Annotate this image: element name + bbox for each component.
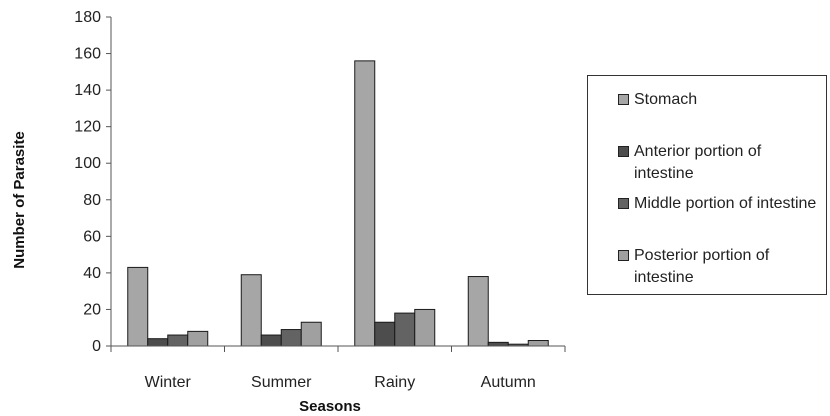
x-tick-label: Autumn xyxy=(481,374,536,391)
y-tick-label: 100 xyxy=(74,155,101,172)
x-tick-label: Winter xyxy=(145,374,192,391)
legend-label-posterior: Posterior portion of intestine xyxy=(634,247,770,286)
bar xyxy=(147,338,169,347)
y-axis-title: Number of Parasite xyxy=(11,131,28,269)
bar xyxy=(300,321,322,347)
bar xyxy=(414,308,436,347)
y-tick-label: 140 xyxy=(74,82,101,99)
x-axis-ticks: Winter Summer Rainy Autumn xyxy=(110,346,566,391)
legend-swatch-posterior xyxy=(618,250,629,261)
axes-group xyxy=(110,17,565,347)
legend-swatch-middle xyxy=(618,198,629,209)
bar xyxy=(187,330,209,347)
y-axis-ticks: 0 20 40 60 80 100 120 140 160 180 xyxy=(74,9,111,355)
legend-item-posterior: Posterior portion of intestine xyxy=(618,245,819,289)
bar xyxy=(167,334,189,347)
bar xyxy=(280,329,302,347)
bar xyxy=(527,340,549,347)
legend-swatch-anterior xyxy=(618,146,629,157)
y-tick-label: 0 xyxy=(92,338,101,355)
bar xyxy=(374,321,396,347)
legend-item-stomach: Stomach xyxy=(618,89,819,111)
x-tick-label: Rainy xyxy=(374,374,415,391)
bar xyxy=(260,334,282,347)
legend-label-anterior: Anterior portion of intestine xyxy=(634,143,762,182)
legend: Stomach Anterior portion of intestine Mi… xyxy=(587,75,827,295)
legend-label-middle: Middle portion of intestine xyxy=(634,195,817,212)
y-tick-label: 180 xyxy=(74,9,101,26)
y-tick-label: 160 xyxy=(74,46,101,63)
x-tick-label: Summer xyxy=(251,374,312,391)
legend-item-anterior: Anterior portion of intestine xyxy=(618,141,819,185)
y-tick-label: 40 xyxy=(83,265,101,282)
y-tick-label: 60 xyxy=(83,228,101,245)
bar xyxy=(127,266,149,347)
bar xyxy=(240,274,262,347)
bar xyxy=(467,276,489,347)
bars-group xyxy=(127,60,549,347)
bar xyxy=(487,341,509,347)
y-tick-label: 80 xyxy=(83,192,101,209)
legend-label-stomach: Stomach xyxy=(634,91,698,108)
y-tick-label: 20 xyxy=(83,301,101,318)
bar xyxy=(394,312,416,347)
legend-item-middle: Middle portion of intestine xyxy=(618,193,819,215)
y-tick-label: 120 xyxy=(74,119,101,136)
legend-swatch-stomach xyxy=(618,94,629,105)
bar xyxy=(354,60,376,347)
x-axis-title: Seasons xyxy=(299,398,361,415)
